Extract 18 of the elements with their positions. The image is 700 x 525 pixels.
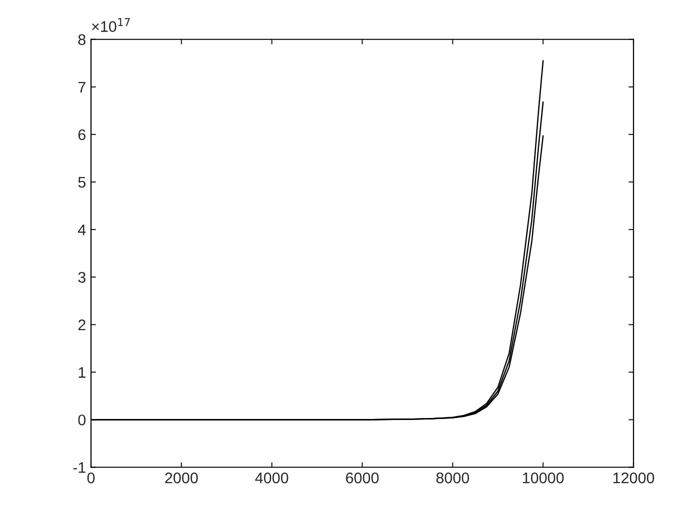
y-tick-label: 8 [78, 34, 86, 46]
y-tick-label: 7 [78, 82, 86, 92]
x-tick-label: 2000 [165, 472, 198, 484]
x-tick-label: 0 [87, 472, 95, 484]
x-tick-label: 8000 [436, 472, 470, 484]
x-tick-label: 10000 [523, 472, 564, 484]
y-tick-label: 6 [78, 129, 86, 140]
x-tick-label: 4000 [255, 472, 288, 484]
y-tick-label: 2 [78, 319, 86, 330]
y-tick-label: 4 [78, 224, 86, 236]
x-tick-label: 6000 [346, 472, 379, 484]
y-tick-label: 1 [78, 367, 86, 378]
y-tick-label: 0 [78, 414, 86, 426]
x-tick-label: 12000 [613, 472, 654, 484]
y-tick-label: -1 [73, 462, 86, 473]
text: ×10$^{17}$ [92, 18, 130, 32]
y-tick-label: 5 [78, 177, 86, 188]
y-tick-label: 3 [78, 272, 86, 283]
